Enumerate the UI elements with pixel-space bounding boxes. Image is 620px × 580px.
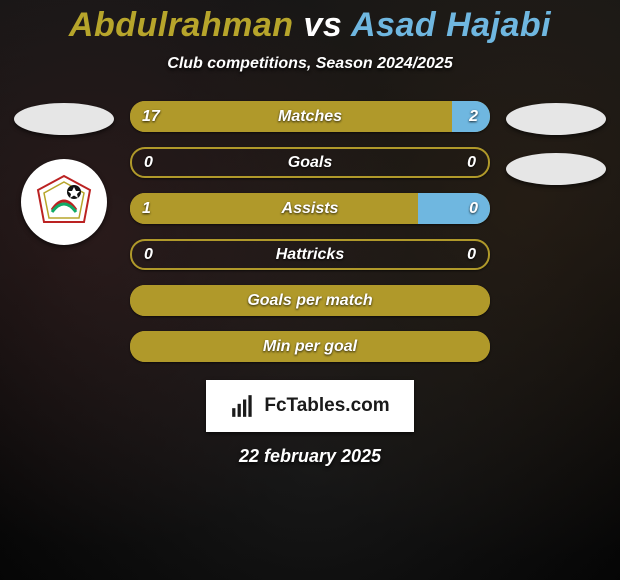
- comparison-infographic: Abdulrahman vs Asad Hajabi Club competit…: [0, 0, 620, 580]
- left-side-column: [4, 101, 124, 362]
- stat-row: Goals per match: [130, 285, 490, 316]
- right-side-column: [496, 101, 616, 362]
- left-club-badge: [21, 159, 107, 245]
- club-badge-icon: [34, 172, 94, 232]
- stat-row: 0 0 Goals: [130, 147, 490, 178]
- stat-label: Assists: [282, 200, 339, 218]
- page-title: Abdulrahman vs Asad Hajabi: [69, 6, 551, 45]
- bar-fill-left: [130, 193, 418, 224]
- stat-value-right: 0: [469, 200, 478, 218]
- stat-value-left: 0: [144, 246, 153, 264]
- stat-value-right: 2: [469, 108, 478, 126]
- title-player2: Asad Hajabi: [351, 6, 551, 44]
- stat-value-left: 17: [142, 108, 160, 126]
- stat-row: 17 2 Matches: [130, 101, 490, 132]
- right-second-oval: [506, 153, 606, 185]
- bar-fill-right: [418, 193, 490, 224]
- stat-label: Hattricks: [276, 246, 344, 264]
- stat-value-right: 0: [467, 246, 476, 264]
- branding-box: FcTables.com: [206, 380, 414, 432]
- comparison-grid: 17 2 Matches 0 0 Goals 1 0 Assists 0 0 Hattricks Goa…: [0, 101, 620, 362]
- stat-row: Min per goal: [130, 331, 490, 362]
- date-label: 22 february 2025: [239, 446, 381, 467]
- stat-label: Min per goal: [263, 338, 357, 356]
- title-vs: vs: [303, 6, 342, 44]
- stat-value-right: 0: [467, 154, 476, 172]
- left-flag-oval: [14, 103, 114, 135]
- branding-text: FcTables.com: [264, 395, 389, 417]
- stat-label: Goals: [288, 154, 332, 172]
- right-flag-oval: [506, 103, 606, 135]
- title-player1: Abdulrahman: [69, 6, 294, 44]
- chart-icon: [230, 393, 256, 419]
- stat-row: 0 0 Hattricks: [130, 239, 490, 270]
- stat-label: Matches: [278, 108, 342, 126]
- stat-bars: 17 2 Matches 0 0 Goals 1 0 Assists 0 0 Hattricks Goa…: [130, 101, 490, 362]
- stat-label: Goals per match: [247, 292, 372, 310]
- subtitle: Club competitions, Season 2024/2025: [167, 55, 452, 73]
- stat-value-left: 0: [144, 154, 153, 172]
- stat-row: 1 0 Assists: [130, 193, 490, 224]
- stat-value-left: 1: [142, 200, 151, 218]
